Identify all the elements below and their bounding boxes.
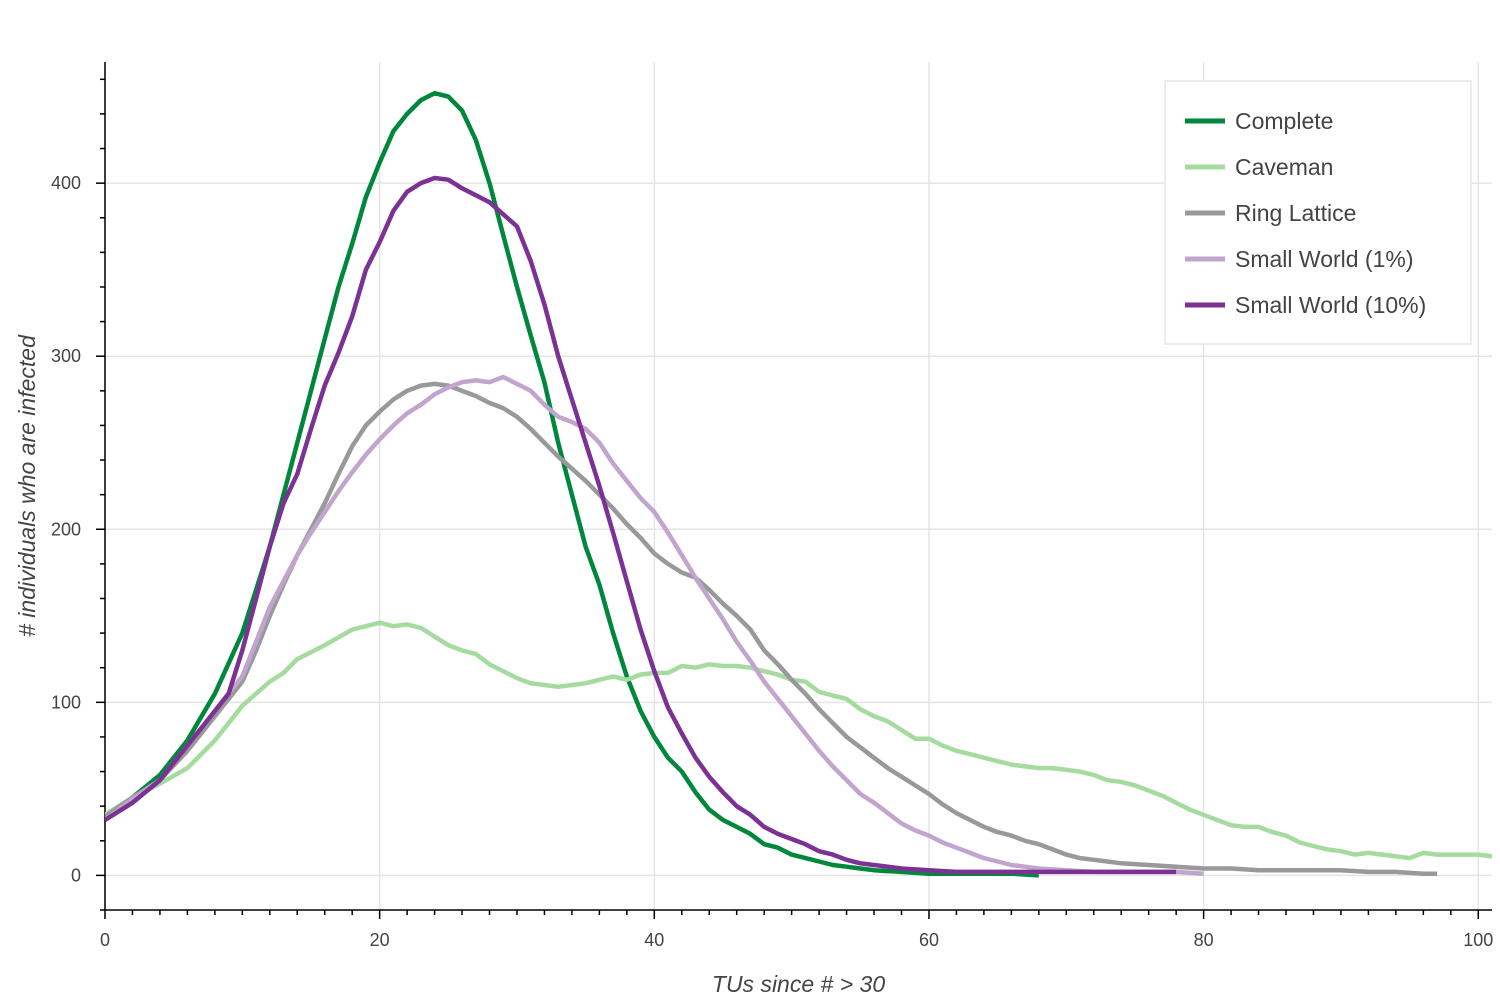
legend-item[interactable]: Caveman xyxy=(1185,154,1333,180)
x-axis-title: TUs since # > 30 xyxy=(712,971,885,997)
series-line-ring-lattice xyxy=(105,381,1438,876)
legend-item[interactable]: Small World (10%) xyxy=(1185,292,1426,318)
axes: 0 20 40 60 80 100 0 100 200 300 400 xyxy=(51,62,1493,950)
y-tick-label: 100 xyxy=(51,692,81,712)
legend-label: Ring Lattice xyxy=(1235,200,1356,226)
y-tick-label: 400 xyxy=(51,173,81,193)
x-tick-label: 40 xyxy=(644,930,664,950)
series-line-caveman xyxy=(105,620,1492,861)
gridlines xyxy=(104,62,1492,910)
series-line-small-world-1 xyxy=(105,374,1204,876)
legend-label: Complete xyxy=(1235,108,1333,134)
series-lines xyxy=(105,90,1492,878)
x-tick-label: 0 xyxy=(100,930,110,950)
x-tick-label: 80 xyxy=(1194,930,1214,950)
series-line-small-world-10 xyxy=(105,175,1177,875)
legend-item[interactable]: Small World (1%) xyxy=(1185,246,1414,272)
y-tick-label: 0 xyxy=(71,865,81,885)
legend-label: Small World (10%) xyxy=(1235,292,1426,318)
y-tick-label: 300 xyxy=(51,346,81,366)
legend-item[interactable]: Ring Lattice xyxy=(1185,200,1356,226)
y-tick-label: 200 xyxy=(51,519,81,539)
series-line-complete xyxy=(105,90,1039,878)
legend-label: Small World (1%) xyxy=(1235,246,1414,272)
x-tick-label: 100 xyxy=(1463,930,1493,950)
x-tick-label: 60 xyxy=(919,930,939,950)
legend-label: Caveman xyxy=(1235,154,1333,180)
y-axis-title: # individuals who are infected xyxy=(14,334,40,637)
legend-item[interactable]: Complete xyxy=(1185,108,1333,134)
x-tick-label: 20 xyxy=(370,930,390,950)
legend[interactable]: Complete Caveman Ring Lattice Small World (… xyxy=(1164,80,1472,345)
